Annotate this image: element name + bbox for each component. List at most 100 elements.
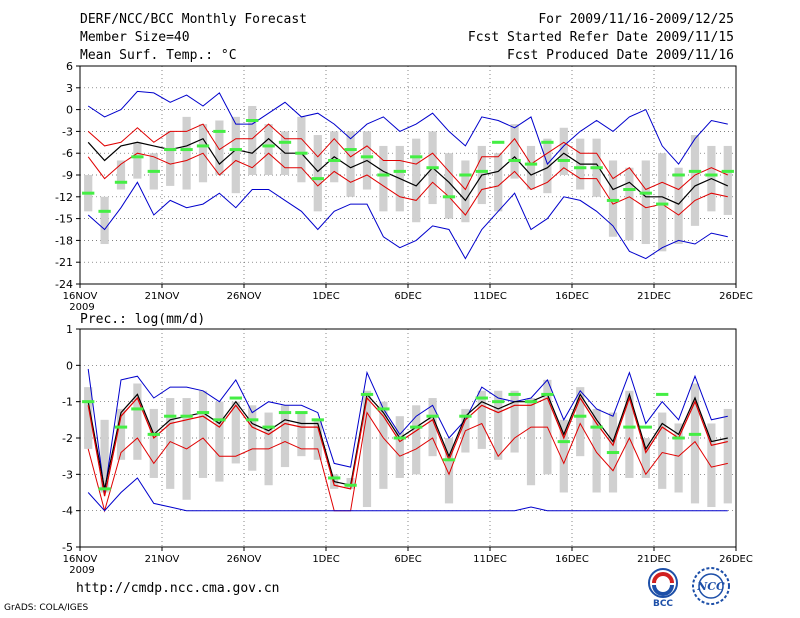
temp-spread-box [379,145,388,212]
prec-ytick-label: -4 [62,505,73,518]
start-date: Fcst Started Refer Date 2009/11/15 [467,30,734,45]
temp-spread-box [723,145,732,215]
prec-series-lower [87,411,728,513]
temp-spread-box [297,116,306,183]
temp-spread-box [494,153,503,212]
prec-spread-box [559,419,568,493]
prec-xtick-label: 11DEC [473,554,507,565]
prec-spread-box [198,390,208,478]
prec-spread-box [395,416,404,478]
prec-spread-box [133,383,142,460]
member-size: Member Size=40 [80,30,190,45]
prec-spread-box [215,401,224,482]
prec-spread-box [313,419,322,460]
prec-xtick-label: 1DEC [312,554,339,565]
prec-spread-box [723,408,732,504]
temp-spread-box [133,142,142,179]
temp-series-min [87,181,728,260]
prec-xtick-label: 6DEC [394,554,421,565]
temp-spread-box [182,116,191,190]
prec-spread-box [412,405,421,475]
prec-ytick-label: 0 [66,359,73,372]
temp-series-max [87,90,728,166]
prec-spread-box [231,401,240,464]
forecast-period: For 2009/11/16-2009/12/25 [538,12,734,27]
prec-ytick-label: -3 [62,468,73,481]
temp-ytick-label: -18 [55,234,73,247]
source-url[interactable]: http://cmdp.ncc.cma.gov.cn [76,581,280,596]
temp-xtick-label: 16DEC [555,291,589,302]
temp-xtick-label: 1DEC [312,291,339,302]
temp-spread-box [690,135,700,226]
prec-xtick-label: 26NOV [227,554,262,565]
prec-spread-box [707,423,716,508]
prec-spread-box [248,405,257,471]
temp-ytick-label: -15 [55,213,73,226]
prec-ytick-label: 1 [66,323,73,336]
ncc-logo-text: NCC [696,580,725,593]
temp-year-label: 2009 [69,302,94,313]
temp-xtick-label: 11DEC [473,291,507,302]
temp-spread-box [674,167,683,245]
temp-spread-box [248,105,257,175]
variable-label: Mean Surf. Temp.: °C [80,48,237,63]
bcc-logo-text: BCC [653,599,673,608]
prec-spread-box [297,412,306,457]
prec-year-label: 2009 [69,565,94,576]
prec-spread-box [592,408,601,493]
prec-spread-box [149,408,158,478]
prec-spread-box [166,398,175,489]
temp-ytick-label: -12 [55,191,73,204]
temp-spread-box [625,167,634,241]
temp-xtick-label: 6DEC [394,291,421,302]
prec-spread-box [428,398,437,457]
grads-credit: GrADS: COLA/IGES [4,603,89,613]
prec-spread-box [444,438,454,504]
prec-spread-box [362,390,372,508]
ncc-logo: NCC [692,567,730,605]
prec-spread-box [658,412,667,489]
temp-spread-box [543,138,552,194]
prec-series-min [87,477,728,512]
prec-ytick-label: -2 [62,432,73,445]
prec-spread-box [84,387,93,449]
prec-xtick-label: 21DEC [637,554,671,565]
temp-spread-box [313,135,322,212]
produced-date: Fcst Produced Date 2009/11/16 [507,48,734,63]
prec-spread-box [379,401,388,489]
prec-xtick-label: 16NOV [63,554,98,565]
prec-spread-box [526,398,536,486]
temp-ytick-label: 3 [66,82,73,95]
prec-xtick-label: 26DEC [719,554,753,565]
prec-ytick-label: -1 [62,396,73,409]
prec-spread-box [116,408,126,460]
temp-xtick-label: 16NOV [63,291,98,302]
prec-spread-box [641,438,650,478]
prec-spread-box [576,387,585,457]
temp-spread-box [526,145,536,190]
temp-spread-box [264,124,273,175]
temp-plot-frame [79,65,737,285]
temp-xtick-label: 21DEC [637,291,671,302]
temp-ytick-label: -9 [62,169,73,182]
temp-spread-box [231,116,240,194]
temp-spread-box [444,153,454,219]
temp-spread-box [116,160,126,190]
prec-plot-frame [79,328,737,548]
temp-spread-box [166,131,175,186]
prec-spread-box [280,405,290,468]
temp-xtick-label: 26NOV [227,291,262,302]
prec-spread-box [510,390,519,453]
temp-xtick-label: 21NOV [145,291,180,302]
temp-spread-box [641,160,650,245]
temp-spread-box [461,160,470,223]
temp-ytick-label: -24 [55,278,73,291]
temp-series-upper [87,123,729,191]
temp-ytick-label: -3 [62,125,73,138]
temp-spread-box [412,138,421,223]
prec-series-max [87,368,728,493]
temp-spread-box [100,196,109,245]
temp-series-lower [87,152,728,216]
prec-spread-box [494,390,503,460]
prec-spread-box [674,423,683,493]
